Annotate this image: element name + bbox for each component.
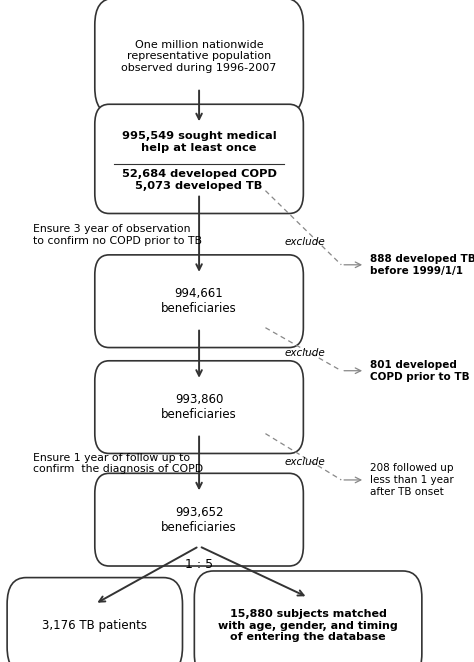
Text: 15,880 subjects matched
with age, gender, and timing
of entering the database: 15,880 subjects matched with age, gender… xyxy=(218,609,398,642)
FancyBboxPatch shape xyxy=(95,473,303,566)
Text: 3,176 TB patients: 3,176 TB patients xyxy=(42,619,147,632)
FancyBboxPatch shape xyxy=(95,255,303,348)
FancyBboxPatch shape xyxy=(95,0,303,114)
Text: exclude: exclude xyxy=(284,457,325,467)
Text: 1 : 5: 1 : 5 xyxy=(185,557,213,571)
FancyBboxPatch shape xyxy=(95,104,303,213)
Text: 801 developed
COPD prior to TB: 801 developed COPD prior to TB xyxy=(370,360,469,381)
Text: One million nationwide
representative population
observed during 1996-2007: One million nationwide representative po… xyxy=(121,40,277,73)
Text: 888 developed TB
before 1999/1/1: 888 developed TB before 1999/1/1 xyxy=(370,254,474,275)
Text: 208 followed up
less than 1 year
after TB onset: 208 followed up less than 1 year after T… xyxy=(370,463,454,496)
Text: Ensure 3 year of observation
to confirm no COPD prior to TB: Ensure 3 year of observation to confirm … xyxy=(33,224,202,246)
Text: 52,684 developed COPD
5,073 developed TB: 52,684 developed COPD 5,073 developed TB xyxy=(121,169,277,191)
Text: 994,661
beneficiaries: 994,661 beneficiaries xyxy=(161,287,237,315)
Text: exclude: exclude xyxy=(284,236,325,247)
Text: Ensure 1 year of follow up to
confirm  the diagnosis of COPD: Ensure 1 year of follow up to confirm th… xyxy=(33,453,203,474)
Text: 993,860
beneficiaries: 993,860 beneficiaries xyxy=(161,393,237,421)
Text: 995,549 sought medical
help at least once: 995,549 sought medical help at least onc… xyxy=(122,131,276,153)
FancyBboxPatch shape xyxy=(95,361,303,453)
FancyBboxPatch shape xyxy=(7,577,182,662)
FancyBboxPatch shape xyxy=(194,571,422,662)
Text: 993,652
beneficiaries: 993,652 beneficiaries xyxy=(161,506,237,534)
Text: exclude: exclude xyxy=(284,348,325,358)
